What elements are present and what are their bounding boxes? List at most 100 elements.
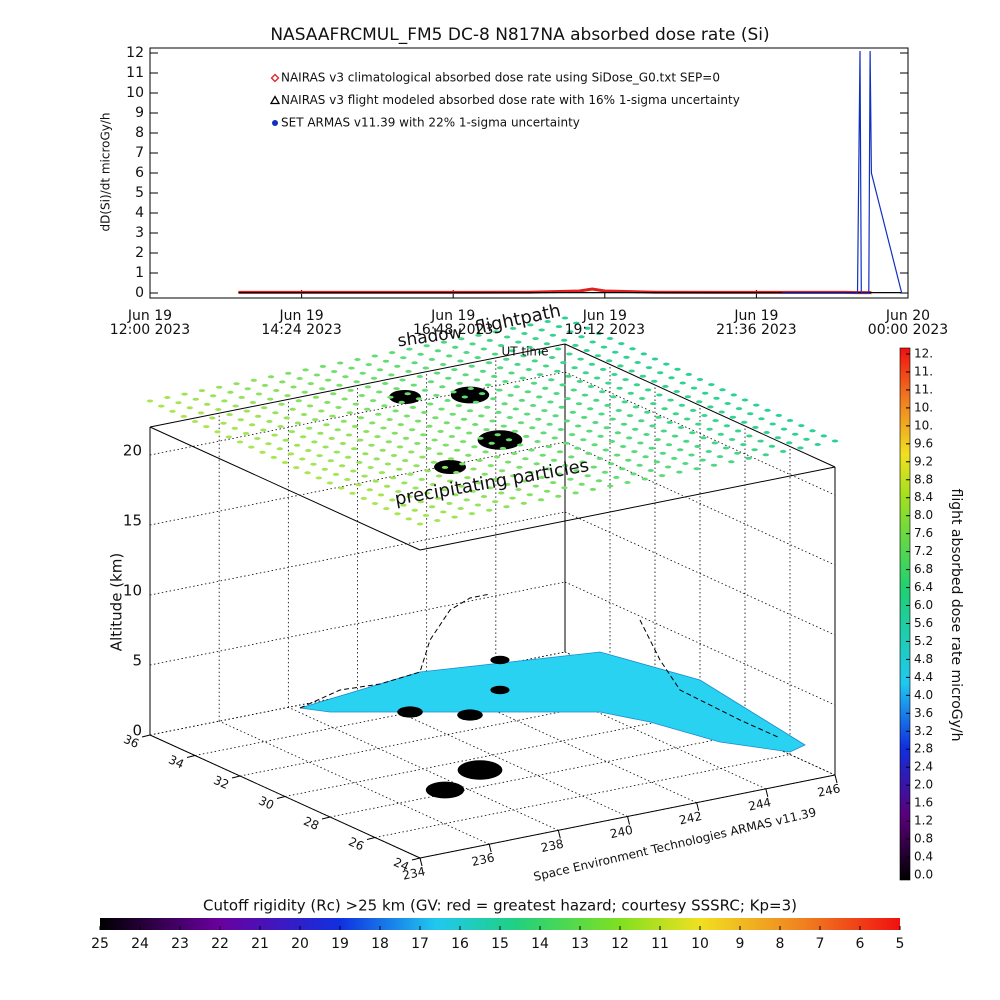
particle	[381, 404, 388, 408]
particle	[479, 369, 487, 373]
particle	[632, 427, 639, 431]
particle	[248, 423, 256, 427]
particle	[437, 429, 444, 433]
particle	[599, 367, 607, 371]
particle	[529, 404, 537, 407]
particle	[477, 436, 484, 440]
particle	[593, 398, 600, 402]
chart-title: NASAAFRCMUL_FM5 DC-8 N817NA absorbed dos…	[270, 25, 769, 45]
particle	[562, 441, 570, 445]
particle	[390, 454, 398, 457]
colorbar-tick-label: 14	[531, 936, 549, 952]
particle	[723, 424, 731, 428]
grid-line	[426, 679, 697, 804]
particle	[369, 399, 377, 403]
x-tick-label: Jun 20	[885, 308, 930, 324]
particle	[481, 472, 488, 476]
colorbar-tick-label: 7	[816, 936, 825, 952]
particle	[389, 476, 397, 480]
colorbar-tick-label: 8.0	[914, 508, 933, 522]
particle	[329, 414, 336, 418]
particle	[452, 345, 459, 349]
colorbar-label: flight absorbed dose rate microGy/h	[948, 489, 964, 742]
lat-tick-label: 32	[211, 773, 231, 792]
x-tick-label: Jun 19	[127, 308, 172, 324]
particle	[283, 416, 290, 420]
particle	[480, 495, 488, 498]
particle	[658, 474, 666, 478]
particle	[537, 498, 545, 502]
particle	[630, 472, 637, 476]
particle	[417, 352, 424, 356]
particle	[373, 457, 380, 461]
particle	[514, 362, 521, 366]
z-tick-label: 5	[132, 652, 142, 670]
particle	[701, 414, 708, 417]
particle	[537, 350, 544, 354]
particle	[470, 467, 477, 471]
particle	[475, 333, 482, 337]
particle	[520, 501, 527, 505]
particle	[419, 455, 426, 459]
particle	[649, 424, 656, 428]
colorbar-tick-label: 11	[651, 936, 669, 952]
particle	[439, 363, 447, 366]
colorbar-tick-label: 5	[896, 936, 905, 952]
particle	[628, 369, 635, 373]
particle	[566, 352, 573, 356]
particle	[312, 418, 319, 422]
particle	[561, 316, 569, 320]
z-tick-label: 0	[132, 722, 142, 740]
particle	[573, 321, 580, 325]
particle	[361, 474, 368, 478]
particle	[623, 355, 630, 359]
lon-tick-label: 236	[470, 850, 495, 868]
colorbar-tick-label: 0.4	[914, 850, 933, 864]
particle	[588, 362, 596, 366]
particle	[461, 395, 468, 399]
particle	[611, 373, 618, 376]
particle	[685, 372, 692, 376]
colorbar-tick-label: 7.2	[914, 544, 933, 558]
particle	[516, 465, 523, 469]
colorbar-tick-label: 0.0	[914, 868, 933, 882]
y-tick-label: 3	[135, 225, 144, 241]
shadow-blob	[490, 685, 510, 695]
colorbar-tick-label: 6.4	[914, 580, 933, 594]
particle	[671, 456, 678, 460]
grid-line	[329, 733, 746, 818]
particle	[402, 459, 409, 463]
particle	[457, 507, 464, 510]
colorbar-tick-label: 3.2	[914, 724, 933, 738]
particle	[456, 381, 463, 385]
colorbar-tick-label: 10	[691, 936, 709, 952]
particle	[282, 438, 289, 442]
particle	[312, 395, 320, 399]
particle	[593, 376, 601, 380]
lat-tick-label: 30	[256, 793, 276, 812]
particle	[493, 455, 501, 459]
colorbar-tick-label: 22	[211, 936, 229, 952]
particle	[499, 446, 507, 450]
particle	[327, 459, 334, 463]
particle	[270, 455, 277, 459]
particle	[281, 461, 289, 464]
particle	[552, 414, 559, 418]
particle	[169, 409, 176, 413]
particle	[442, 443, 449, 447]
particle	[311, 440, 318, 444]
particle	[330, 392, 337, 396]
particle	[471, 445, 478, 449]
x-tick-label: 14:24 2023	[261, 322, 341, 338]
particle	[694, 444, 701, 448]
particle	[318, 387, 326, 391]
particle	[526, 345, 533, 349]
particle	[648, 446, 655, 450]
particle	[550, 458, 558, 462]
particle	[299, 457, 306, 461]
particle	[498, 469, 506, 473]
particle	[363, 430, 370, 433]
shadow-blob	[457, 709, 483, 721]
particle	[682, 462, 689, 465]
particle	[374, 435, 381, 439]
